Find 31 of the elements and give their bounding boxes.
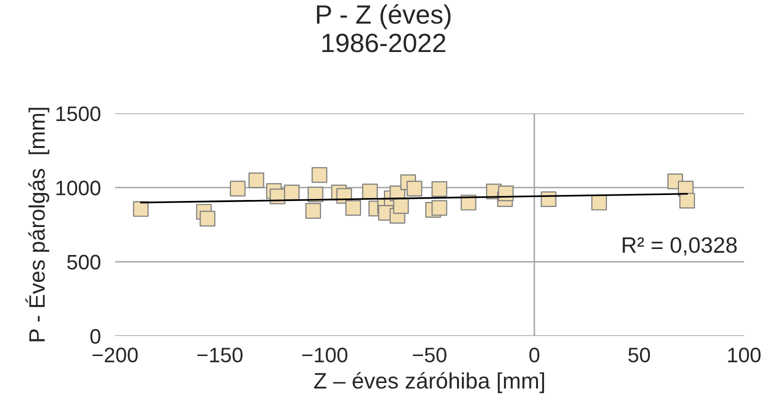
point [362,184,378,200]
point [200,210,216,226]
x-tick-label: 0 [529,348,540,362]
y-tick-label: 1500 [56,106,100,122]
x-tick-label: 100 [728,348,761,362]
point [230,180,246,196]
point [248,172,264,188]
annotation: R² = 0,0328 [622,237,737,256]
y-axis-title: P - Éves párolgás [mm] [25,108,50,342]
x-tick-label: −50 [412,348,446,362]
chart-subtitle: 1986-2022 [322,34,446,52]
x-tick-label: 50 [628,348,650,362]
point [406,180,422,196]
point [305,203,322,219]
y-tick-label: 1000 [56,180,100,196]
chart-title: P - Z (éves) [316,4,451,30]
x-tick-label: −150 [197,348,243,362]
point [432,200,448,216]
point [432,181,448,197]
point [679,192,696,208]
x-tick-label: −200 [92,348,138,362]
point [284,184,300,200]
point [312,167,328,183]
x-axis-title: Z – éves záróhiba [mm] [314,372,544,394]
x-tick-label: −100 [302,348,348,362]
y-tick-label: 500 [67,254,100,270]
point [393,198,409,214]
point [591,194,607,210]
point [133,201,149,217]
point [345,200,362,216]
y-tick-label: 0 [90,329,100,344]
